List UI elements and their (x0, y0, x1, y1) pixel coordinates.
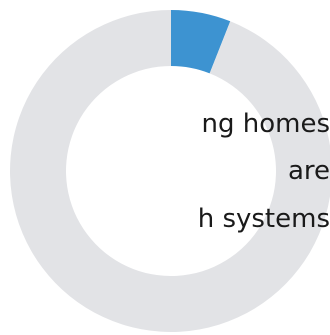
donut-label-1: ng homes (201, 109, 330, 139)
donut-label-3: h systems (198, 204, 330, 234)
donut-slice-1 (171, 10, 231, 74)
donut-label-2: are (288, 156, 330, 186)
donut-slice-2 (10, 10, 330, 332)
donut-slices (10, 10, 330, 332)
